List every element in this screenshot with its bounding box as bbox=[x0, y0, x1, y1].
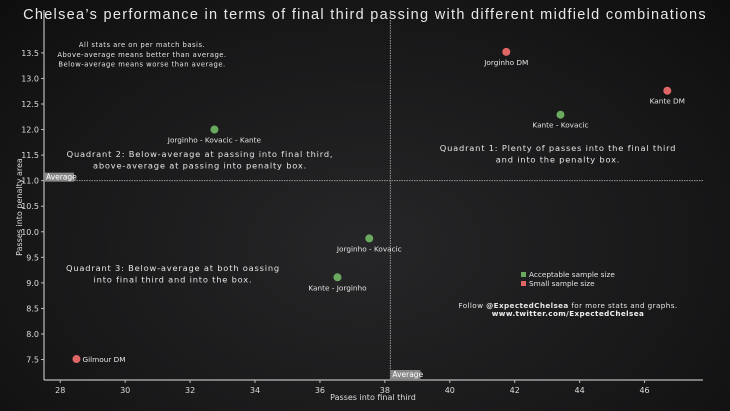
y-tick-label: 10.5 bbox=[21, 202, 39, 211]
y-tick-label: 7.5 bbox=[26, 356, 39, 365]
point-label: Gilmour DM bbox=[82, 355, 125, 364]
quadrant-2-text: Quadrant 2: Below-average at passing int… bbox=[67, 149, 334, 159]
point-label: Kante - Kovacic bbox=[532, 121, 588, 130]
average-x-label: Average bbox=[392, 370, 423, 379]
x-tick-label: 32 bbox=[185, 386, 195, 395]
y-tick-label: 11.0 bbox=[21, 177, 39, 186]
y-tick-label: 9.5 bbox=[26, 253, 39, 262]
x-tick-label: 38 bbox=[380, 386, 390, 395]
point-label: Kante - Jorginho bbox=[308, 283, 367, 292]
note-text: Below-average means worse than average. bbox=[58, 61, 225, 69]
quadrant-1-text: and into the penalty box. bbox=[496, 154, 621, 164]
note-text: All stats are on per match basis. bbox=[79, 41, 205, 49]
chart-title: Chelsea’s performance in terms of final … bbox=[23, 7, 707, 23]
data-point bbox=[502, 47, 511, 56]
y-tick-label: 11.5 bbox=[21, 151, 39, 160]
average-x-badge bbox=[390, 370, 421, 379]
x-tick-label: 46 bbox=[639, 386, 649, 395]
legend-label: Small sample size bbox=[529, 279, 595, 288]
y-tick-label: 12.0 bbox=[21, 126, 39, 135]
quadrant-3-text: into final third and into the box. bbox=[94, 274, 253, 284]
x-tick-label: 36 bbox=[315, 386, 325, 395]
data-point bbox=[663, 86, 672, 95]
y-tick-label: 10.0 bbox=[21, 228, 39, 237]
y-tick-label: 8.0 bbox=[26, 330, 39, 339]
follow-follow_prefix: Follow bbox=[458, 301, 486, 310]
data-point bbox=[333, 273, 342, 282]
average-y-label: Average bbox=[46, 173, 77, 182]
data-point bbox=[72, 355, 81, 364]
y-axis-label: Passes into penalty area bbox=[15, 158, 24, 256]
x-axis-label: Passes into final third bbox=[330, 393, 416, 402]
legend-swatch bbox=[521, 281, 526, 286]
x-tick-label: 28 bbox=[55, 386, 65, 395]
follow-follow_suffix: for more stats and graphs. bbox=[569, 301, 678, 310]
quadrant-1-text: Quadrant 1: Plenty of passes into the fi… bbox=[440, 143, 677, 153]
x-tick-label: 34 bbox=[250, 386, 260, 395]
follow-follow_handle: @ExpectedChelsea bbox=[486, 301, 569, 310]
average-y-badge bbox=[44, 172, 74, 182]
x-tick-label: 42 bbox=[510, 386, 520, 395]
y-tick-label: 8.5 bbox=[26, 304, 39, 313]
legend-label: Acceptable sample size bbox=[529, 270, 615, 279]
y-tick-label: 13.0 bbox=[21, 74, 39, 83]
data-point bbox=[365, 234, 374, 243]
data-point bbox=[556, 110, 565, 119]
y-tick-label: 12.5 bbox=[21, 100, 39, 109]
quadrant-2-text: above-average at passing into penalty bo… bbox=[93, 160, 307, 170]
quadrant-3-text: Quadrant 3: Below-average at both oassin… bbox=[66, 263, 280, 273]
follow-text: Follow @ExpectedChelsea for more stats a… bbox=[458, 301, 677, 310]
point-label: Jorginho - Kovacic - Kante bbox=[167, 136, 262, 145]
y-tick-label: 13.5 bbox=[21, 49, 39, 58]
x-tick-label: 40 bbox=[445, 386, 455, 395]
x-tick-label: 30 bbox=[120, 386, 130, 395]
point-label: Jorginho - Kovacic bbox=[336, 244, 402, 253]
point-label: Kante DM bbox=[650, 97, 685, 106]
note-text: Above-average means better than average. bbox=[57, 51, 226, 59]
twitter-url: www.twitter.com/ExpectedChelsea bbox=[492, 309, 644, 318]
x-tick-label: 44 bbox=[575, 386, 585, 395]
data-point bbox=[210, 125, 219, 134]
y-tick-label: 9.0 bbox=[26, 279, 39, 288]
point-label: Jorginho DM bbox=[483, 58, 528, 67]
legend-swatch bbox=[521, 272, 526, 277]
